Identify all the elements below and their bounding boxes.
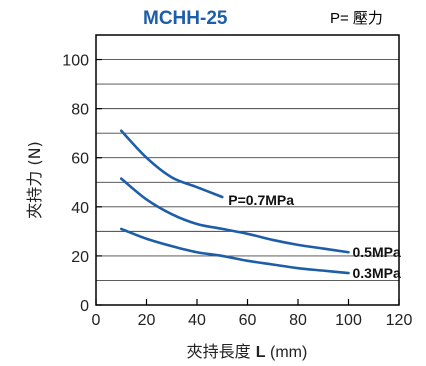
x-axis-label-symbol: L [256, 344, 266, 361]
x-tick-label: 40 [188, 312, 206, 329]
chart-title: MCHH-25 [143, 8, 228, 29]
x-tick-label: 20 [138, 312, 156, 329]
x-tick-label: 60 [239, 312, 257, 329]
curve-2 [119, 177, 350, 254]
y-tick-label: 100 [62, 53, 89, 70]
x-axis-label: 夾持長度 L (mm) [187, 342, 308, 361]
x-axis-ticks: 0 20 40 60 80 100 120 [92, 299, 413, 329]
y-tick-label: 0 [80, 298, 89, 315]
x-tick-label: 120 [386, 312, 413, 329]
curve-label-2: 0.5MPa [353, 244, 401, 260]
x-tick-label: 80 [289, 312, 307, 329]
y-tick-label: 20 [71, 249, 89, 266]
curves [119, 129, 350, 275]
x-tick-label: 100 [335, 312, 362, 329]
x-tick-label: 0 [92, 312, 101, 329]
curve-3 [119, 227, 350, 275]
pressure-note: P= 壓力 [330, 10, 383, 27]
curve-labels: P=0.7MPa 0.5MPa 0.3MPa [228, 192, 401, 281]
x-axis-label-unit: (mm) [266, 344, 308, 361]
y-axis-label: 夾持力 (N) [25, 141, 44, 219]
y-tick-label: 60 [71, 151, 89, 168]
x-axis-label-text: 夾持長度 [187, 342, 256, 361]
y-tick-label: 80 [71, 102, 89, 119]
y-axis-ticks: 0 20 40 60 80 100 [62, 53, 102, 315]
y-tick-label: 40 [71, 200, 89, 217]
curve-label-3: 0.3MPa [353, 265, 401, 281]
curve-1 [119, 129, 224, 199]
curve-label-1: P=0.7MPa [228, 192, 294, 208]
